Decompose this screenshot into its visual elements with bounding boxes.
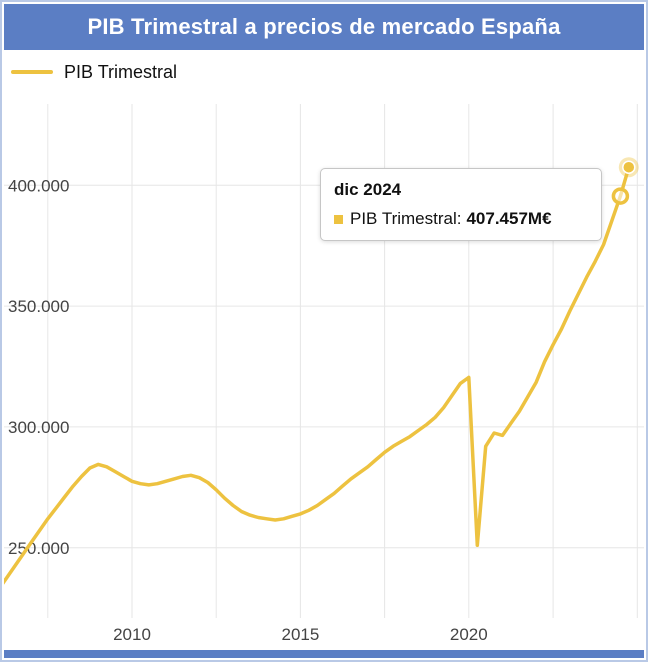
x-tick-label: 2020 <box>450 625 488 644</box>
x-tick-label: 2015 <box>281 625 319 644</box>
legend-label: PIB Trimestral <box>64 61 178 82</box>
legend-line-swatch <box>11 70 53 74</box>
series-line <box>4 165 631 585</box>
tooltip-date: dic 2024 <box>334 180 402 199</box>
chart-area: 250.000 300.000 350.000 400.000 2010 2015 2020… <box>4 94 644 650</box>
tooltip-series-label: PIB Trimestral: <box>350 209 462 228</box>
hover-ring-marker <box>611 187 630 205</box>
x-tick-label: 2010 <box>113 625 151 644</box>
chart-legend[interactable]: PIB Trimestral <box>4 50 644 94</box>
chart-tooltip: dic 2024 PIB Trimestral: 407.457M€ <box>320 168 602 241</box>
y-tick-label: 350.000 <box>8 297 69 316</box>
next-section-header <box>4 650 644 658</box>
tooltip-value: 407.457M€ <box>466 209 552 228</box>
chart-title: PIB Trimestral a precios de mercado Espa… <box>87 14 561 39</box>
y-tick-label: 300.000 <box>8 418 69 437</box>
tooltip-series-swatch <box>334 214 343 224</box>
chart-svg[interactable]: 250.000 300.000 350.000 400.000 2010 2015 2020 <box>4 94 644 650</box>
end-point-marker <box>622 160 636 174</box>
chart-header: PIB Trimestral a precios de mercado Espa… <box>4 4 644 50</box>
y-tick-label: 400.000 <box>8 176 69 195</box>
tooltip-row: PIB Trimestral: 407.457M€ <box>334 209 588 229</box>
y-tick-label: 250.000 <box>8 539 69 558</box>
